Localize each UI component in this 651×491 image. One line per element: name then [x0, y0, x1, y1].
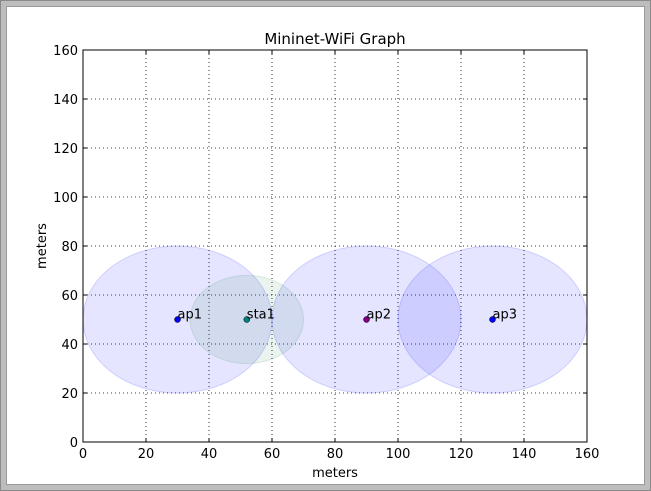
x-axis-label: meters: [312, 466, 358, 481]
y-axis-label: meters: [35, 223, 50, 269]
y-tick-label: 100: [53, 191, 78, 206]
node-point: [363, 316, 370, 323]
x-tick-label: 60: [264, 447, 281, 462]
x-tick-label: 40: [201, 447, 218, 462]
chart-title: Mininet-WiFi Graph: [264, 30, 405, 48]
y-tick-label: 140: [53, 93, 78, 108]
node-label: sta1: [247, 308, 275, 323]
node-point: [243, 316, 251, 323]
node-markers: ap1 sta1 ap2 ap3: [174, 308, 518, 323]
node-label: ap2: [367, 308, 392, 323]
y-tick-label: 60: [61, 289, 78, 304]
node-point: [489, 316, 496, 323]
x-tick-label: 80: [327, 447, 344, 462]
x-tick-label: 120: [449, 447, 474, 462]
figure-canvas: 0 20 40 60 80 100 120 140 160 0 20 40 60 80 100 120 140 1…: [6, 6, 645, 485]
x-tick-label: 160: [575, 447, 600, 462]
node-point: [174, 316, 181, 323]
node-label: ap1: [178, 308, 203, 323]
x-tick-label: 0: [79, 447, 87, 462]
x-tick-label: 20: [138, 447, 155, 462]
scatter-chart: 0 20 40 60 80 100 120 140 160 0 20 40 60 80 100 120 140 1…: [35, 30, 599, 481]
y-tick-label: 80: [61, 240, 78, 255]
x-tick-label: 100: [386, 447, 411, 462]
y-tick-label: 160: [53, 44, 78, 59]
axis-ticks: 0 20 40 60 80 100 120 140 160 0 20 40 60 80 100 120 140 1…: [53, 44, 599, 462]
node-label: ap3: [493, 308, 518, 323]
grid-lines: [83, 50, 587, 442]
y-tick-label: 20: [61, 387, 78, 402]
y-tick-label: 0: [70, 436, 78, 451]
y-tick-label: 120: [53, 142, 78, 157]
x-tick-label: 140: [512, 447, 537, 462]
y-tick-label: 40: [61, 338, 78, 353]
